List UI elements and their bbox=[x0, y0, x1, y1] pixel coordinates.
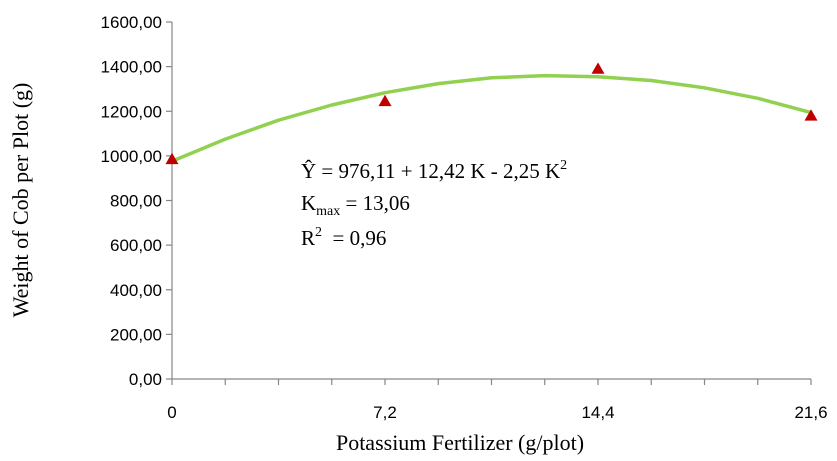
y-tick-label: 1000,00 bbox=[101, 147, 162, 166]
equation-line: Ŷ = 976,11 + 12,42 K - 2,25 K2 bbox=[301, 158, 567, 183]
y-tick-label: 600,00 bbox=[110, 236, 162, 255]
y-tick-label: 1200,00 bbox=[101, 102, 162, 121]
kmax-line: Kmax = 13,06 bbox=[301, 191, 410, 219]
x-tick-label: 21,6 bbox=[794, 403, 827, 422]
y-tick-label: 0,00 bbox=[129, 370, 162, 389]
data-point-marker bbox=[378, 94, 392, 107]
x-tick-label: 7,2 bbox=[373, 403, 397, 422]
x-axis-title: Potassium Fertilizer (g/plot) bbox=[336, 430, 584, 455]
r-squared-value: = 0,96 bbox=[322, 226, 386, 250]
y-axis-ticks: 0,00 200,00 400,00 600,00 800,00 1000,00 1200,… bbox=[101, 13, 172, 389]
y-tick-label: 400,00 bbox=[110, 281, 162, 300]
r-exponent: 2 bbox=[315, 225, 322, 240]
y-tick-label: 800,00 bbox=[110, 192, 162, 211]
data-point-marker bbox=[591, 62, 605, 74]
r-squared-line: R2 = 0,96 bbox=[301, 225, 386, 250]
r-symbol: R bbox=[301, 226, 315, 250]
y-tick-label: 200,00 bbox=[110, 325, 162, 344]
kmax-symbol: K bbox=[301, 191, 316, 215]
kmax-value: = 13,06 bbox=[340, 191, 410, 215]
x-axis-ticks: 0 7,2 14,4 21,6 bbox=[167, 379, 828, 422]
data-points bbox=[165, 62, 818, 165]
data-point-marker bbox=[804, 109, 818, 121]
data-point-marker bbox=[165, 152, 179, 165]
equation-exponent: 2 bbox=[560, 158, 567, 173]
y-tick-label: 1400,00 bbox=[101, 58, 162, 77]
regression-annotation: Ŷ = 976,11 + 12,42 K - 2,25 K2 Kmax = 13… bbox=[301, 158, 567, 250]
x-tick-label: 0 bbox=[167, 403, 176, 422]
trendline bbox=[170, 73, 813, 163]
y-axis-title: Weight of Cob per Plot (g) bbox=[8, 83, 33, 318]
x-tick-label: 14,4 bbox=[581, 403, 614, 422]
equation-text: Ŷ = 976,11 + 12,42 K - 2,25 K bbox=[301, 159, 560, 183]
kmax-subscript: max bbox=[316, 204, 340, 219]
y-tick-label: 1600,00 bbox=[101, 13, 162, 32]
